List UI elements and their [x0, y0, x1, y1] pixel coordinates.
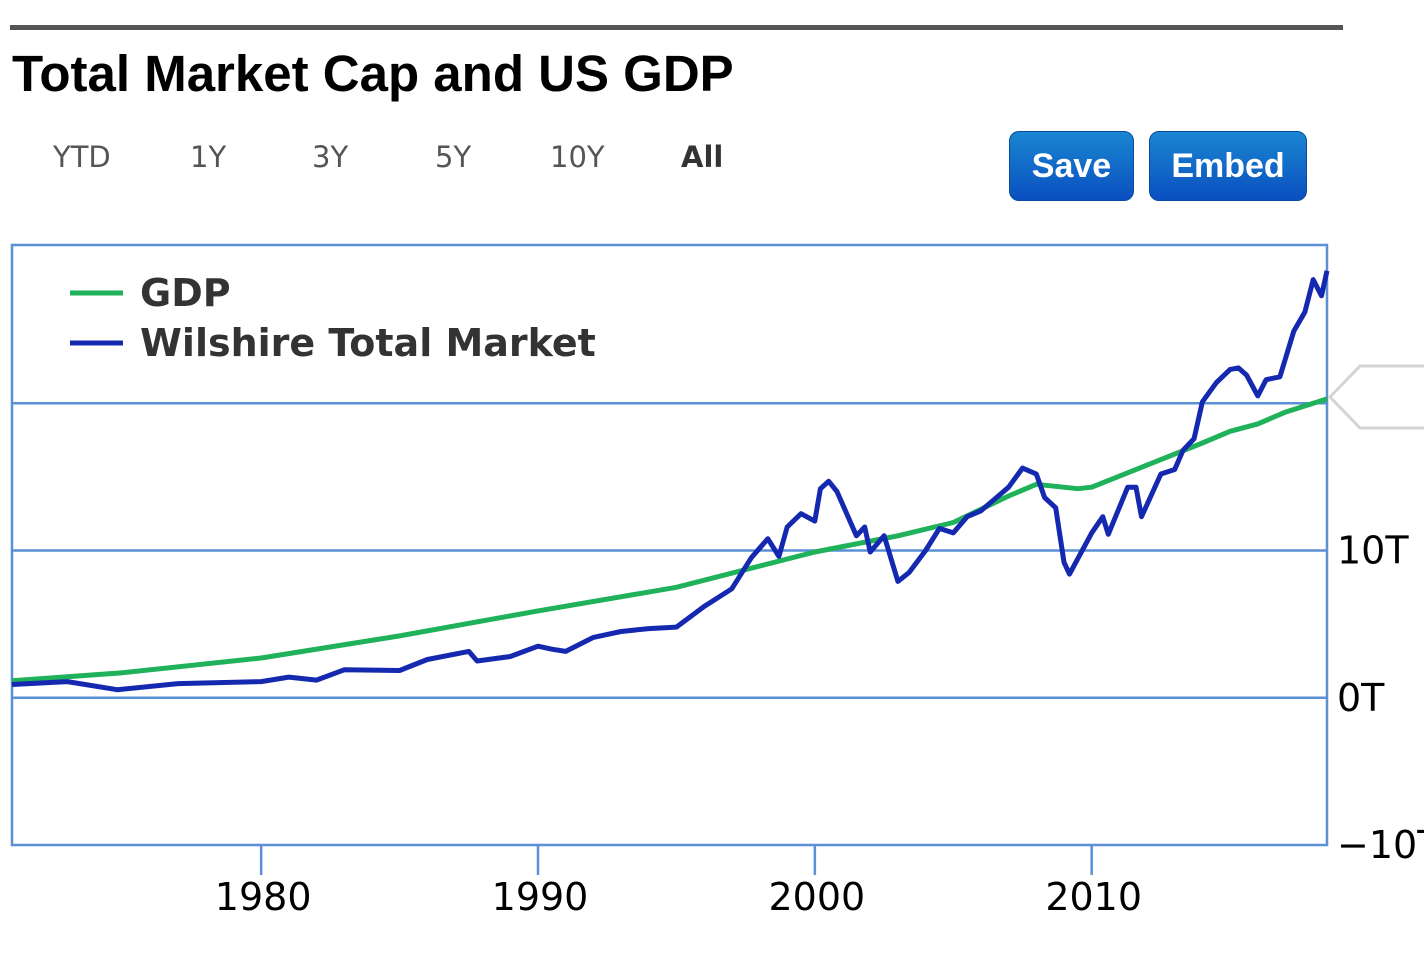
x-tick-label: 1990 [492, 875, 589, 919]
range-5y[interactable]: 5Y [435, 140, 472, 174]
plot-frame [10, 243, 1329, 847]
save-button[interactable]: Save [1009, 131, 1134, 201]
range-10y[interactable]: 10Y [550, 140, 605, 174]
page-title: Total Market Cap and US GDP [12, 45, 734, 102]
legend-wilshire-label[interactable]: Wilshire Total Market [140, 321, 596, 365]
wilshire-line [11, 270, 1330, 693]
x-tick-label: 1980 [215, 875, 312, 919]
x-tick-label: 2000 [768, 875, 865, 919]
range-3y[interactable]: 3Y [312, 140, 349, 174]
legend: GDP Wilshire Total Market [70, 271, 596, 365]
range-ytd[interactable]: YTD [53, 140, 111, 174]
x-tick-label: 2010 [1045, 875, 1142, 919]
top-rule [10, 25, 1343, 30]
range-1y[interactable]: 1Y [190, 140, 227, 174]
embed-button[interactable]: Embed [1149, 131, 1307, 201]
gdp-line [11, 396, 1328, 684]
y-tick-label: 0T [1337, 676, 1385, 720]
legend-gdp-label[interactable]: GDP [140, 271, 231, 315]
y-tick-label: 10T [1337, 529, 1409, 573]
range-all[interactable]: All [681, 140, 724, 174]
tooltip-pointer [1327, 364, 1424, 430]
y-tick-label: −10T [1337, 823, 1424, 867]
